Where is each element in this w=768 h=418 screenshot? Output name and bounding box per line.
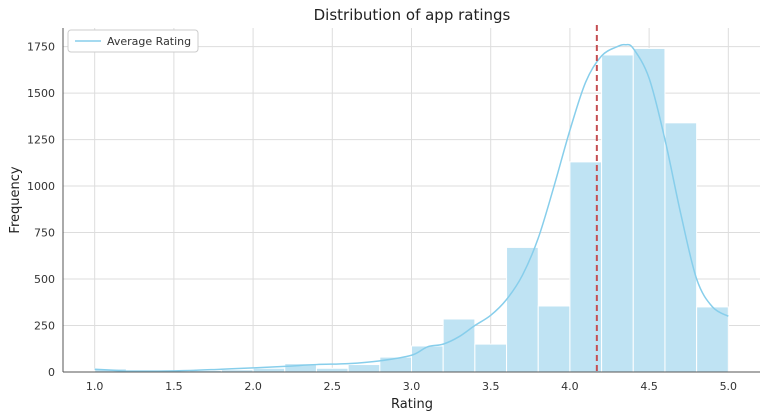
x-tick-label: 2.0 [244, 380, 262, 393]
y-tick-label: 250 [34, 320, 55, 333]
histogram-bar [537, 305, 571, 373]
histogram-bar [696, 306, 729, 373]
histogram-bars [94, 47, 729, 373]
x-tick-label: 4.0 [561, 380, 579, 393]
y-axis-label: Frequency [8, 166, 23, 233]
kde-curve-layer [94, 43, 729, 372]
y-tick-label: 0 [48, 366, 55, 379]
x-tick-label: 4.5 [640, 380, 658, 393]
histogram-bar [442, 318, 476, 373]
tick-labels: 1.0 1.5 2.0 2.5 3.0 3.5 4.0 4.5 5.0 0 250 500 750 100… [27, 41, 737, 393]
axes [62, 28, 760, 373]
histogram-bar [379, 356, 412, 373]
x-tick-label: 2.5 [324, 380, 342, 393]
histogram-bar [315, 367, 349, 373]
y-tick-label: 750 [34, 227, 55, 240]
y-tick-label: 1000 [27, 180, 55, 193]
histogram-bar [252, 367, 286, 373]
histogram-bar [347, 364, 381, 373]
x-tick-label: 1.5 [165, 380, 183, 393]
histogram-bar [474, 343, 508, 373]
x-tick-label: 5.0 [720, 380, 738, 393]
x-tick-label: 3.0 [403, 380, 421, 393]
legend-label: Average Rating [107, 35, 191, 48]
kde-curve-line [94, 43, 729, 372]
x-tick-label: 3.5 [482, 380, 500, 393]
y-tick-label: 1500 [27, 87, 55, 100]
histogram-bar [601, 54, 634, 373]
chart-title: Distribution of app ratings [314, 6, 511, 24]
histogram-bar [632, 47, 666, 373]
histogram-bar [411, 345, 444, 373]
y-tick-label: 1750 [27, 41, 55, 54]
legend: Average Rating [67, 29, 199, 53]
x-tick-label: 1.0 [86, 380, 104, 393]
legend-box [67, 29, 199, 53]
y-tick-label: 1250 [27, 134, 55, 147]
histogram-bar [506, 246, 539, 373]
y-tick-label: 500 [34, 273, 55, 286]
x-axis-label: Rating [391, 397, 433, 412]
